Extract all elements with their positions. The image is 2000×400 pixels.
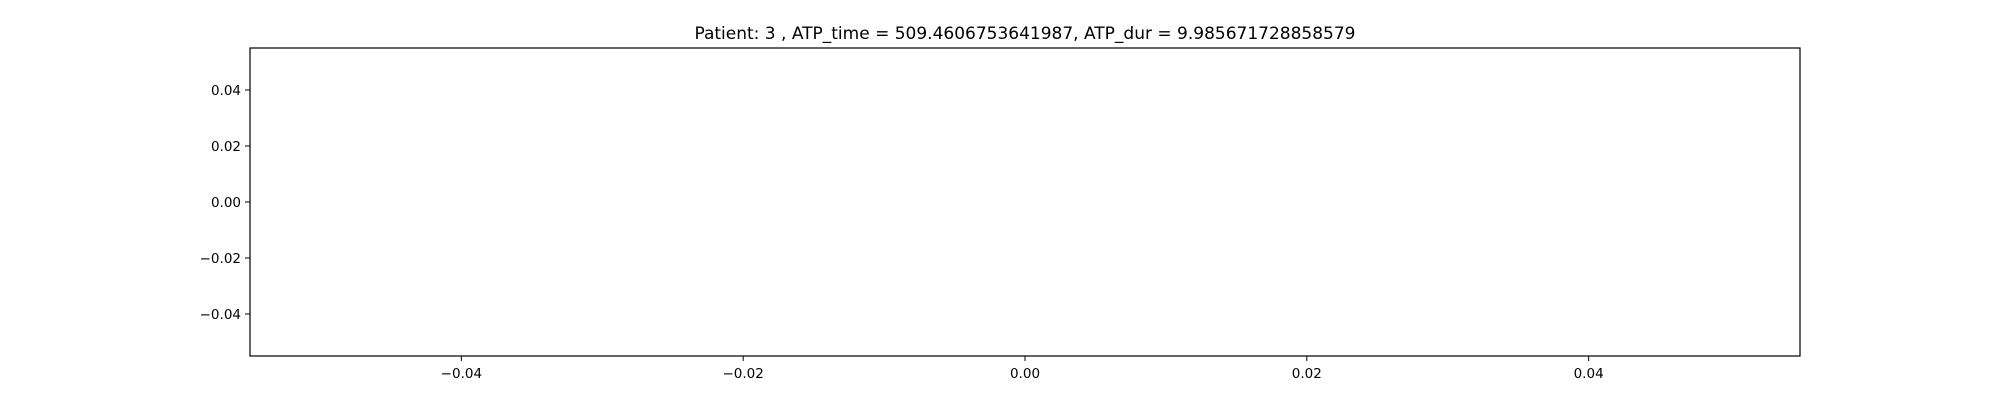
x-tick-label: −0.04: [441, 366, 482, 382]
x-tick-label: −0.02: [722, 366, 763, 382]
y-tick-label: −0.02: [200, 251, 241, 267]
y-tick-label: 0.02: [211, 139, 241, 155]
chart-title: Patient: 3 , ATP_time = 509.460675364198…: [694, 24, 1355, 44]
x-tick-label: 0.00: [1010, 366, 1040, 382]
x-tick-label: 0.02: [1292, 366, 1322, 382]
x-axis: −0.04 −0.02 0.00 0.02 0.04: [441, 356, 1604, 382]
plot-area-frame: [249, 47, 1801, 357]
x-tick-label: 0.04: [1574, 366, 1604, 382]
y-tick-label: −0.04: [200, 307, 241, 323]
y-tick-label: 0.04: [211, 83, 241, 99]
y-tick-label: 0.00: [211, 195, 241, 211]
y-axis: 0.04 0.02 0.00 −0.02 −0.04: [200, 83, 250, 323]
